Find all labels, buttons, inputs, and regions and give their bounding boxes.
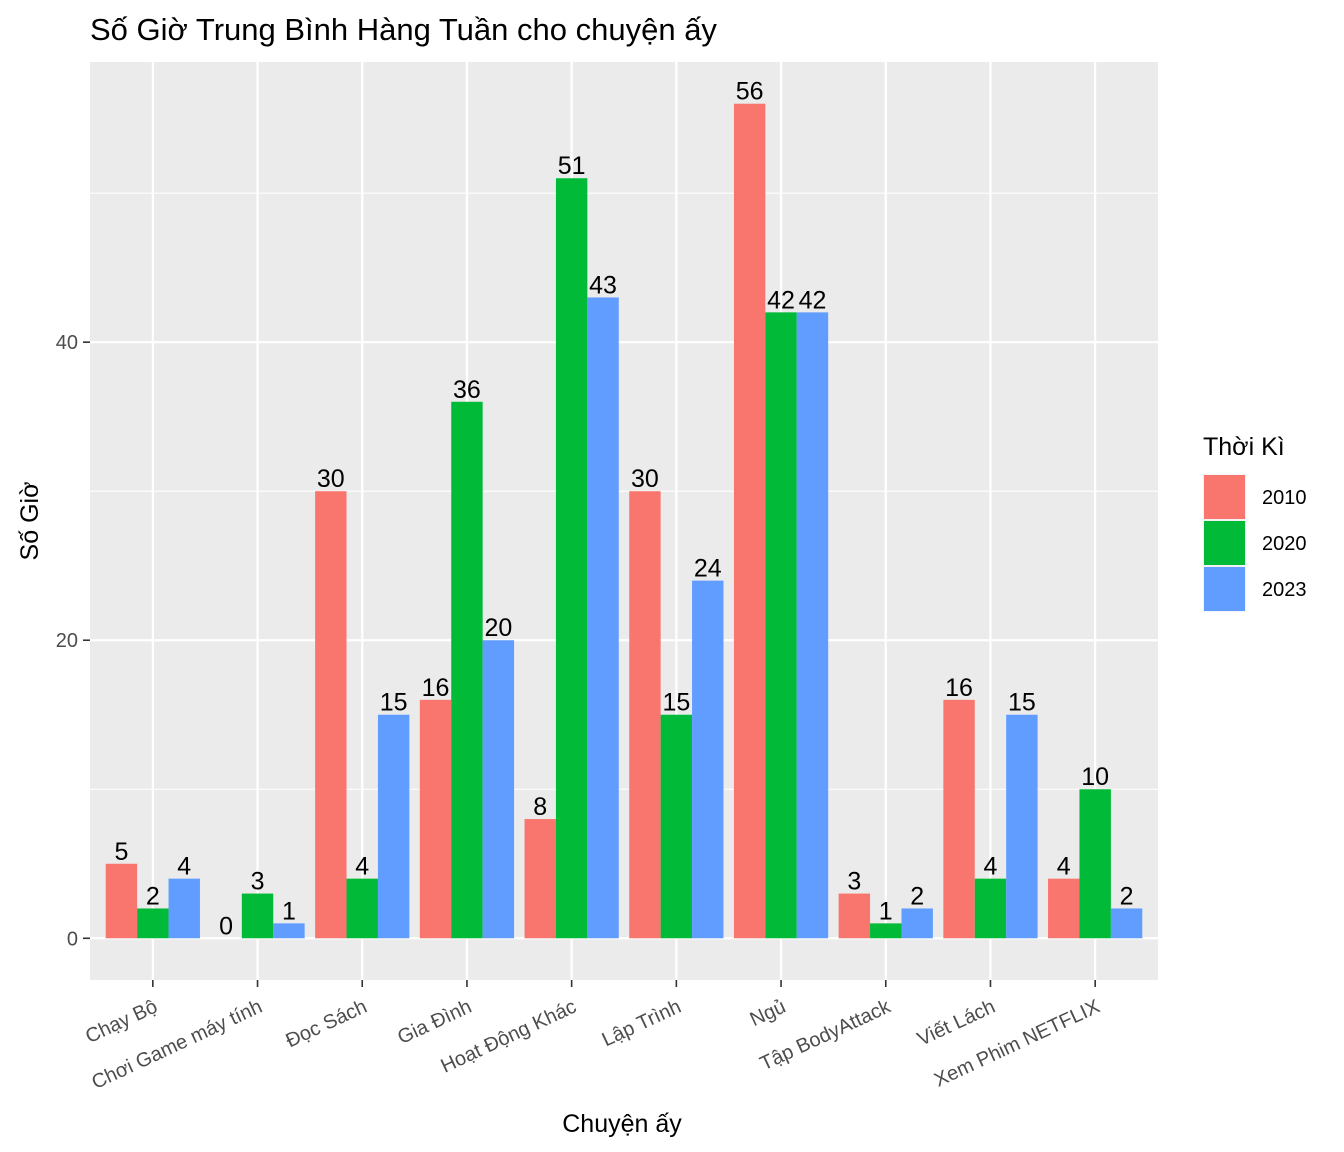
bar-value-label: 3 (251, 868, 265, 896)
bar (137, 908, 169, 939)
bar-value-label: 15 (380, 689, 408, 717)
bar (346, 878, 378, 939)
bar-value-label: 24 (694, 555, 722, 583)
legend-label: 2020 (1262, 533, 1307, 555)
bar (524, 819, 556, 939)
bar-value-label: 16 (422, 674, 450, 702)
legend-key (1204, 475, 1245, 519)
bar-value-label: 8 (533, 793, 547, 821)
bar (482, 640, 515, 939)
bar-value-label: 4 (177, 853, 191, 881)
x-tick-label: Ngủ (747, 996, 790, 1031)
bar-value-label: 4 (984, 853, 998, 881)
bar (629, 491, 661, 939)
bar-value-label: 30 (317, 465, 345, 493)
y-tick-label: 20 (56, 630, 78, 652)
bar (273, 923, 305, 939)
bar-value-label: 15 (1008, 689, 1036, 717)
bar-value-label: 4 (355, 853, 369, 881)
bar-value-label: 1 (879, 897, 893, 925)
bar-value-label: 1 (282, 897, 296, 925)
bar (555, 178, 588, 939)
bar-value-label: 20 (484, 614, 512, 642)
bar (870, 923, 902, 939)
bar (1048, 878, 1080, 939)
bar (168, 878, 200, 939)
bar-value-label: 2 (910, 882, 924, 910)
bar (796, 312, 829, 939)
bar (419, 699, 452, 939)
legend-key (1204, 567, 1245, 611)
y-axis: 0 20 40 (56, 332, 90, 950)
bars-group (105, 103, 1143, 939)
bar (587, 297, 619, 939)
legend: Thời Kì 2010 2020 2023 (1203, 433, 1307, 612)
bar (660, 714, 693, 939)
bar-value-label: 4 (1057, 853, 1071, 881)
bar-value-label: 3 (847, 868, 861, 896)
bar (765, 312, 797, 939)
bar (105, 863, 138, 939)
chart-title: Số Giờ Trung Bình Hàng Tuần cho chuyện ấ… (90, 12, 717, 47)
bar (733, 103, 766, 939)
bar (377, 714, 410, 939)
y-axis-title: Số Giờ (16, 482, 44, 561)
bar (315, 491, 347, 939)
x-tick-label: Chạy Bộ (82, 996, 161, 1048)
legend-label: 2023 (1262, 579, 1307, 601)
bar-value-label: 2 (146, 882, 160, 910)
bar (838, 893, 871, 939)
bar (692, 580, 724, 939)
bar-value-label: 2 (1120, 882, 1134, 910)
legend-label: 2010 (1262, 487, 1307, 509)
plot-panel (90, 62, 1158, 980)
x-tick-label: Lập Trình (599, 996, 685, 1052)
bar (451, 401, 483, 939)
bar (901, 908, 933, 939)
bar-value-label: 0 (219, 912, 233, 940)
bar-value-label: 51 (558, 152, 586, 180)
x-tick-label: Viết Lách (914, 996, 999, 1051)
bar (1079, 789, 1111, 939)
y-tick-label: 40 (56, 332, 78, 354)
y-tick-label: 0 (67, 928, 78, 950)
bar (1006, 714, 1038, 939)
bar-value-label: 56 (736, 78, 764, 106)
bar-value-label: 42 (799, 286, 827, 314)
bar-value-label: 15 (662, 689, 690, 717)
bar-value-label: 10 (1081, 763, 1109, 791)
bar (1110, 908, 1143, 939)
x-tick-label: Chơi Game máy tính (88, 996, 265, 1094)
bar-value-label: 5 (114, 838, 128, 866)
legend-key (1204, 521, 1245, 565)
bar (241, 893, 274, 939)
x-tick-label: Gia Đình (394, 996, 475, 1049)
bar-value-label: 16 (945, 674, 973, 702)
x-tick-label: Đọc Sách (283, 996, 371, 1053)
bar (974, 878, 1007, 939)
bar-value-label: 43 (589, 271, 617, 299)
bar-value-label: 42 (767, 286, 795, 314)
bar (943, 699, 975, 939)
bar-value-label: 36 (453, 376, 481, 404)
x-axis-title: Chuyện ấy (562, 1110, 682, 1138)
bar-value-label: 30 (631, 465, 659, 493)
legend-title: Thời Kì (1203, 433, 1285, 461)
